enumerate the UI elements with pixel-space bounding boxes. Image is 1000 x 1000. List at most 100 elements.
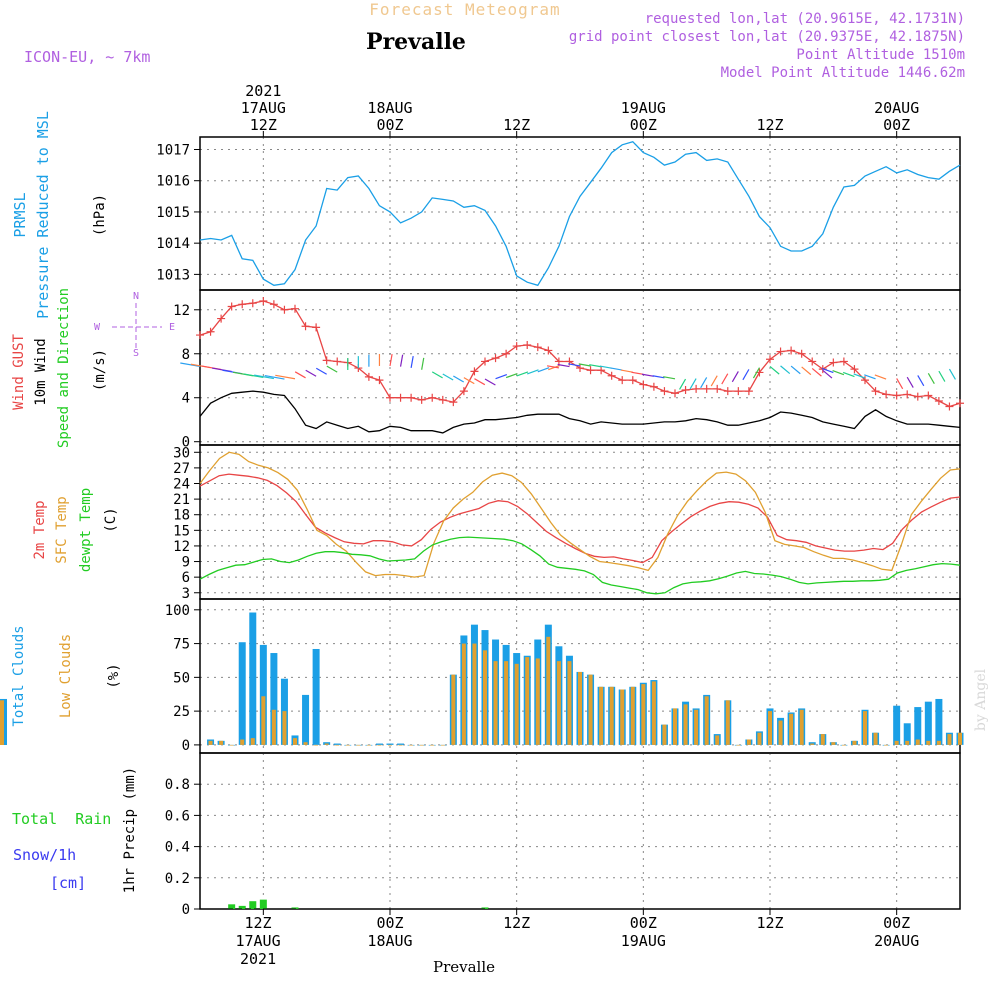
low-cloud-bar bbox=[388, 744, 392, 746]
low-cloud-bar bbox=[250, 738, 255, 745]
low-cloud-bar bbox=[461, 643, 466, 745]
gust-marker bbox=[744, 387, 753, 396]
gust-marker bbox=[301, 322, 310, 331]
gust-marker bbox=[702, 384, 711, 393]
gust-marker bbox=[586, 366, 595, 375]
y-tick-label: 4 bbox=[182, 391, 190, 407]
wind-arrow bbox=[842, 371, 855, 378]
gust-marker bbox=[850, 365, 859, 374]
gust-marker bbox=[280, 305, 289, 314]
low-cloud-bar bbox=[314, 744, 319, 746]
model-label: ICON-EU, ~ 7km bbox=[24, 48, 150, 66]
wind-arrow bbox=[721, 373, 729, 385]
wind10m-label: 10m Wind bbox=[33, 338, 49, 405]
gust-marker bbox=[660, 387, 669, 396]
y-tick-label: 1013 bbox=[156, 267, 190, 283]
wind-arrow bbox=[652, 375, 665, 379]
y-tick-label: 50 bbox=[173, 670, 190, 686]
wind-dir-label: Speed and Direction bbox=[56, 288, 72, 448]
top-time-label: 17AUG bbox=[241, 99, 286, 117]
low-cloud-bar bbox=[736, 744, 741, 746]
total-cloud-bar bbox=[249, 612, 257, 745]
total-clouds-label: Total Clouds bbox=[11, 625, 27, 726]
gust-marker bbox=[607, 371, 616, 380]
gust-marker bbox=[470, 367, 479, 376]
low-cloud-bar bbox=[863, 711, 867, 745]
low-cloud-bar bbox=[493, 661, 498, 745]
precip-bar bbox=[291, 907, 299, 909]
gust-marker bbox=[956, 399, 964, 408]
bottom-time-label: 2021 bbox=[240, 950, 276, 968]
gust-marker bbox=[829, 358, 838, 367]
wind-arrow bbox=[484, 378, 496, 386]
low-cloud-bar bbox=[324, 743, 329, 745]
low-cloud-bar bbox=[820, 734, 825, 745]
gust-marker bbox=[787, 346, 796, 355]
y-tick-label: 27 bbox=[173, 461, 190, 477]
low-cloud-bar bbox=[630, 686, 635, 745]
gust-marker bbox=[533, 343, 542, 352]
pressure-msl-label: Pressure Reduced to MSL bbox=[34, 111, 52, 319]
top-time-label: 00Z bbox=[376, 116, 403, 134]
low-cloud-bar bbox=[240, 739, 245, 745]
wind-arrow bbox=[537, 367, 550, 373]
y-tick-label: 0 bbox=[182, 435, 190, 451]
gust-marker bbox=[291, 304, 299, 313]
gust-marker bbox=[481, 357, 489, 366]
pressure-unit: (hPa) bbox=[92, 194, 108, 236]
wind-arrow bbox=[832, 369, 845, 376]
precip-bar bbox=[249, 901, 257, 909]
wind-arrow bbox=[505, 372, 518, 379]
t2m-line bbox=[199, 473, 961, 564]
wind-arrow bbox=[546, 365, 559, 369]
bottom-time-label: 12Z bbox=[756, 914, 783, 932]
gust-marker bbox=[206, 327, 215, 336]
low-cloud-bar bbox=[335, 744, 340, 746]
low-cloud-bar bbox=[0, 700, 4, 745]
wind-arrow bbox=[264, 374, 285, 380]
low-cloud-bar bbox=[535, 658, 540, 745]
gust-marker bbox=[882, 390, 891, 399]
y-tick-label: 15 bbox=[173, 523, 190, 539]
low-cloud-bar bbox=[229, 744, 234, 746]
pressure-line bbox=[199, 140, 961, 287]
low-cloud-bar bbox=[620, 689, 625, 745]
wind-arrow bbox=[948, 368, 956, 380]
wind-arrow bbox=[769, 365, 780, 375]
total-cloud-bar bbox=[914, 707, 922, 745]
low-cloud-bar bbox=[440, 744, 445, 746]
gust-marker bbox=[945, 402, 954, 411]
compass-north: N bbox=[133, 291, 139, 302]
meteogram-title: Forecast Meteogram bbox=[369, 0, 560, 19]
total-cloud-bar bbox=[312, 648, 320, 745]
low-cloud-bar bbox=[905, 740, 910, 745]
low-cloud-bar bbox=[219, 740, 224, 745]
wind-arrow bbox=[431, 371, 443, 379]
total-cloud-bar bbox=[333, 743, 341, 745]
wind-arrow bbox=[742, 369, 750, 381]
gust-marker bbox=[196, 331, 204, 340]
precip-unit: 1hr Precip (mm) bbox=[122, 767, 138, 893]
wind-line bbox=[199, 390, 961, 434]
top-time-label: 12Z bbox=[503, 116, 530, 134]
y-tick-label: 21 bbox=[173, 492, 190, 508]
panel-frame bbox=[199, 752, 961, 910]
y-tick-label: 0.2 bbox=[165, 871, 190, 887]
low-cloud-bar bbox=[873, 732, 878, 745]
low-cloud-bar bbox=[715, 735, 720, 745]
wind-arrow bbox=[516, 371, 529, 377]
gust-marker bbox=[396, 393, 405, 402]
low-cloud-bar bbox=[271, 709, 276, 745]
gust-marker bbox=[597, 366, 606, 375]
gust-marker bbox=[238, 300, 247, 309]
gust-marker bbox=[808, 357, 817, 366]
top-time-label: 20AUG bbox=[874, 99, 919, 117]
total-cloud-bar bbox=[375, 743, 383, 745]
wind-arrow bbox=[599, 365, 612, 369]
low-cloud-bar bbox=[483, 650, 487, 745]
low-cloud-bar bbox=[282, 711, 287, 745]
low-clouds-label: Low Clouds bbox=[58, 634, 74, 718]
gust-marker bbox=[723, 387, 732, 396]
